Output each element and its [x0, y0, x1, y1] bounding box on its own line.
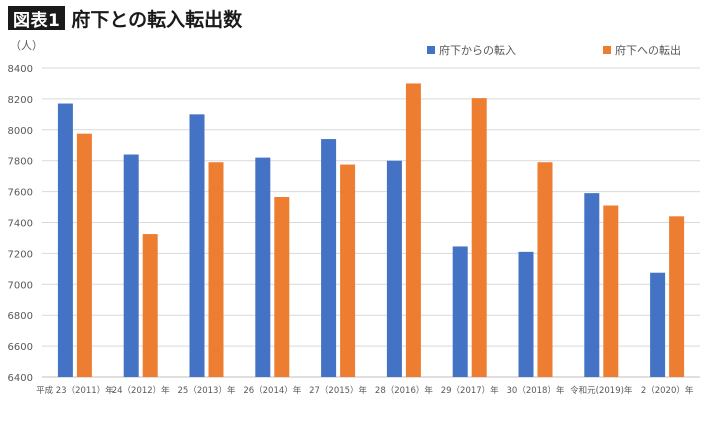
- x-tick-label: 29（2017）年: [441, 385, 499, 396]
- bar-inflow: [189, 114, 205, 377]
- bar-inflow: [57, 103, 73, 377]
- y-tick-label: 8000: [8, 126, 33, 137]
- bars: [57, 83, 685, 377]
- legend-swatch: [603, 46, 611, 54]
- y-tick-label: 7400: [8, 219, 33, 230]
- x-tick-label: 令和元(2019)年: [570, 385, 633, 396]
- bar-outflow: [471, 98, 487, 377]
- bar-inflow: [255, 157, 271, 377]
- y-tick-label: 6600: [8, 342, 33, 353]
- grid-lines: [42, 67, 700, 378]
- y-tick-label: 8400: [8, 64, 33, 75]
- bar-inflow: [584, 193, 600, 377]
- x-tick-label: 24（2012）年: [112, 385, 170, 396]
- bar-outflow: [274, 197, 290, 377]
- bar-outflow: [537, 162, 553, 377]
- legend-label: 府下からの転入: [439, 43, 516, 57]
- bar-outflow: [669, 216, 685, 377]
- bar-inflow: [650, 272, 666, 377]
- x-tick-label: 平成 23（2011）年: [36, 385, 114, 396]
- y-tick-label: 6800: [8, 311, 33, 322]
- y-tick-label: 7600: [8, 188, 33, 199]
- x-tick-label: 27（2015）年: [309, 385, 367, 396]
- x-axis: 平成 23（2011）年24（2012）年 25（2013）年 26（2014）年 2…: [36, 385, 694, 396]
- bar-inflow: [518, 251, 534, 377]
- legend: 府下からの転入 府下への転出: [427, 43, 681, 57]
- bar-outflow: [405, 83, 421, 377]
- bar-outflow: [142, 234, 158, 377]
- y-tick-label: 7200: [8, 249, 33, 260]
- bar-inflow: [321, 139, 337, 377]
- bar-outflow: [603, 205, 619, 377]
- y-tick-label: 8200: [8, 95, 33, 106]
- x-tick-label: 26（2014）年: [243, 385, 301, 396]
- y-tick-label: 7000: [8, 280, 33, 291]
- bar-outflow: [208, 162, 224, 377]
- legend-label: 府下への転出: [615, 43, 681, 57]
- y-axis: 6400 6600 6800 7000 7200 7400 7600 7800 8000 8200…: [8, 64, 33, 384]
- bar-outflow: [76, 133, 92, 377]
- x-tick-label: 2（2020）年: [641, 385, 694, 396]
- bar-inflow: [123, 154, 139, 377]
- y-unit-label: （人）: [10, 39, 43, 52]
- y-tick-label: 6400: [8, 373, 33, 384]
- y-tick-label: 7800: [8, 157, 33, 168]
- legend-swatch: [427, 46, 435, 54]
- bar-outflow: [340, 164, 356, 377]
- bar-inflow: [386, 160, 402, 377]
- figure-badge: 図表1: [8, 6, 66, 31]
- chart-header: 図表1 府下との転入転出数: [0, 0, 710, 36]
- chart-title: 府下との転入転出数: [71, 8, 243, 31]
- x-tick-label: 25（2013）年: [178, 385, 236, 396]
- x-tick-label: 28（2016）年: [375, 385, 433, 396]
- bar-inflow: [452, 246, 468, 377]
- x-tick-label: 30（2018）年: [507, 385, 565, 396]
